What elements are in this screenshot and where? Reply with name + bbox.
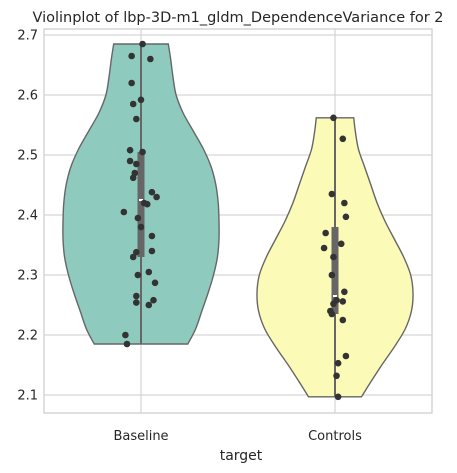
data-point [334,393,342,401]
y-tick-label: 2.5 [17,149,38,164]
y-tick-label: 2.2 [17,329,38,344]
data-point [339,135,347,143]
data-point [322,229,329,237]
data-point [137,96,145,104]
y-tick-label: 2.1 [17,389,38,404]
chart-title: Violinplot of lbp-3D-m1_gldm_DependenceV… [32,10,443,26]
data-point [148,247,156,255]
data-point [341,199,348,207]
y-tick-label: 2.6 [17,89,38,104]
data-point [123,340,131,348]
data-point [120,208,128,216]
x-tick-label: Controls [308,429,362,444]
data-point [145,301,153,309]
violin-median-marker [333,295,337,297]
data-point [330,114,337,122]
data-point [134,271,142,279]
data-point [339,298,347,305]
y-tick-label: 2.3 [17,269,38,284]
violin-iqr-box [331,227,339,314]
x-axis-label: target [220,448,263,464]
data-point [330,300,337,308]
data-point [126,157,134,165]
data-point [139,40,146,48]
data-point [342,213,350,221]
data-point [128,52,135,60]
data-point [342,352,350,360]
data-point [143,200,151,208]
data-point [134,214,142,222]
data-point [133,299,140,306]
data-point [133,248,140,256]
data-point [151,279,159,287]
data-point [328,271,336,279]
data-point [330,253,337,261]
data-point [341,288,348,296]
data-point [150,296,157,304]
plot-frame [43,28,433,414]
data-point [145,268,153,276]
data-point [133,115,140,123]
violin-iqr-box [137,152,145,257]
data-point [129,253,137,261]
data-point [133,292,140,300]
data-point [148,188,156,196]
data-point [334,359,342,367]
data-point [328,310,336,318]
y-tick-label: 2.7 [17,29,38,44]
plot-area: 2.1 2.2 2.3 2.4 2.5 2.6 2.7 Baseline Controls [17,28,433,444]
data-point [328,190,336,198]
x-tick-label: Baseline [113,429,168,444]
data-point [126,146,134,154]
y-tick-label: 2.4 [17,209,38,224]
data-point [337,240,345,248]
data-point [128,79,135,87]
data-point [320,244,328,252]
data-point [122,331,129,339]
data-point [153,193,160,201]
data-point [147,55,154,63]
data-point [339,316,347,324]
data-point [148,232,156,240]
violin-median-marker [139,199,143,201]
data-point [137,223,145,231]
data-point [133,160,140,168]
data-point [333,372,340,380]
data-point [139,148,146,156]
data-point [129,174,137,182]
data-point [129,100,137,108]
